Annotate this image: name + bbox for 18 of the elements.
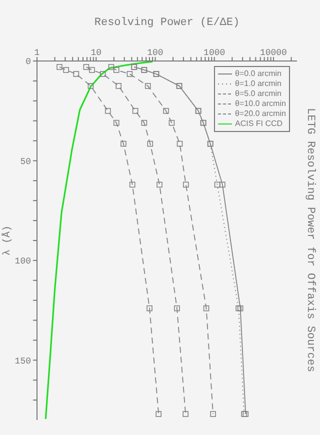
y-tick-label: 100: [14, 256, 31, 267]
x-tick-label: 100: [147, 48, 164, 58]
legend-label: θ=20.0 arcmin: [235, 109, 286, 119]
y-axis-title: λ (Å): [2, 225, 14, 256]
legend-label: θ=10.0 arcmin: [235, 99, 286, 109]
x-tick-label: 10000: [260, 48, 287, 58]
text: LETG Resolving Power for Offaxis Sources: [304, 108, 316, 373]
y-tick-label: 150: [14, 356, 31, 366]
y-tick-label: 50: [20, 156, 31, 167]
legend-label: θ=0.0 arcmin: [235, 69, 282, 79]
legend-label: θ=1.0 arcmin: [235, 79, 282, 89]
legend-label: θ=5.0 arcmin: [235, 89, 282, 99]
x-tick-label: 1000: [204, 48, 226, 58]
x-tick-label: 1: [34, 48, 40, 58]
x-tick-label: 10: [90, 48, 102, 58]
legend-label: ACIS FI CCD: [235, 119, 283, 129]
y-tick-label: 0: [26, 57, 31, 68]
x-axis-title: Resolving Power (E/ΔE): [94, 16, 240, 29]
